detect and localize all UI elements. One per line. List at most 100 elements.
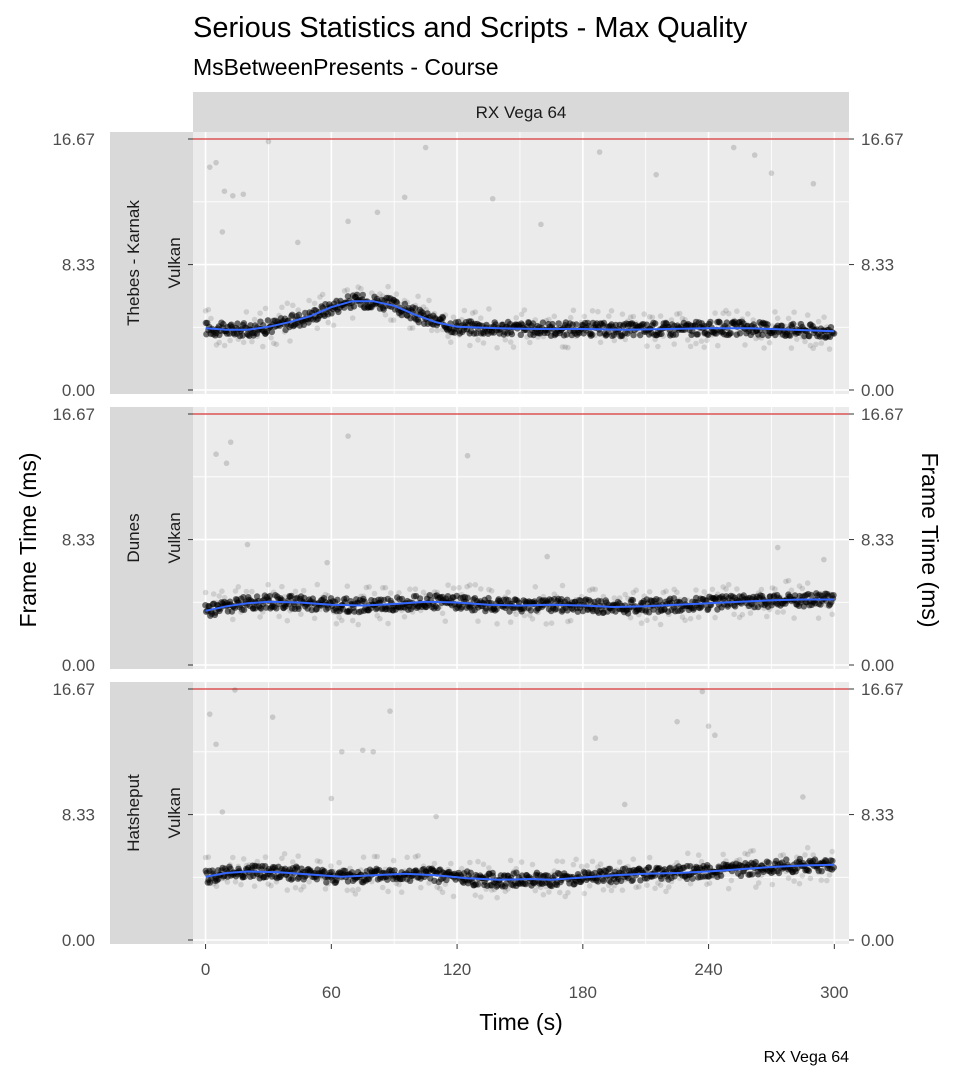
frame-point-faint (224, 879, 231, 885)
frame-point-faint (254, 333, 261, 340)
frame-point-faint (371, 590, 378, 597)
frame-point (354, 291, 361, 298)
frame-point-faint (565, 618, 571, 625)
frame-point-faint (804, 844, 811, 851)
frame-point-faint (311, 615, 318, 622)
frame-point-faint (616, 595, 623, 601)
outlier-point (751, 152, 758, 158)
frame-point-faint (633, 884, 639, 891)
frame-point-faint (505, 329, 511, 336)
frame-point-faint (548, 328, 555, 335)
frame-point-faint (265, 317, 272, 323)
frame-point-faint (235, 863, 242, 870)
frame-point-faint (483, 605, 490, 612)
frame-point (434, 604, 441, 612)
frame-point-faint (439, 610, 446, 617)
frame-point-faint (254, 858, 261, 865)
frame-point-faint (739, 611, 746, 618)
frame-point-faint (701, 589, 707, 595)
outlier-point (422, 144, 429, 151)
frame-point-faint (238, 881, 244, 888)
frame-point-faint (660, 876, 667, 883)
frame-point-faint (603, 869, 609, 876)
frame-point-faint (529, 616, 536, 622)
frame-point-faint (379, 585, 386, 591)
frame-point-faint (813, 858, 819, 864)
frame-point-faint (472, 892, 479, 898)
frame-point-faint (687, 343, 694, 350)
frame-point-faint (221, 342, 228, 349)
frame-point (513, 869, 520, 876)
outlier-point (596, 149, 603, 155)
frame-point-faint (227, 337, 233, 344)
frame-point-faint (290, 859, 296, 865)
frame-point-faint (804, 580, 811, 586)
y-tick-label-right: 8.33 (861, 256, 894, 275)
frame-point-faint (461, 307, 468, 314)
frame-point-faint (521, 307, 528, 313)
frame-point (401, 300, 409, 308)
frame-point (359, 291, 366, 299)
frame-point-faint (507, 619, 514, 625)
frame-point-faint (712, 614, 718, 621)
frame-point-faint (777, 331, 784, 338)
frame-point-faint (349, 887, 356, 893)
frame-point (266, 593, 273, 600)
frame-point-faint (693, 340, 699, 347)
frame-point-faint (537, 884, 544, 891)
frame-point-faint (521, 612, 528, 619)
frame-point-faint (772, 586, 778, 592)
frame-point-faint (745, 603, 751, 610)
frame-point-faint (535, 883, 541, 889)
frame-point-faint (349, 617, 356, 624)
frame-point-faint (695, 852, 702, 858)
frame-point (672, 331, 680, 338)
frame-point-faint (611, 882, 618, 889)
frame-point-faint (747, 610, 754, 616)
outlier-point (269, 714, 276, 720)
frame-point-faint (450, 893, 457, 900)
frame-point-faint (502, 337, 509, 343)
frame-point-faint (758, 586, 765, 593)
frame-point-faint (478, 586, 484, 592)
y-tick-label-right: 16.67 (861, 405, 904, 424)
row-strip-api: Vulkan (165, 512, 184, 563)
frame-point-faint (385, 888, 391, 895)
frame-point-faint (758, 872, 765, 878)
frame-point-faint (445, 866, 451, 873)
frame-point-faint (715, 342, 721, 349)
frame-point-faint (232, 588, 239, 594)
frame-point-faint (243, 588, 250, 595)
frame-point-faint (627, 314, 634, 321)
frame-point-faint (655, 880, 661, 886)
frame-point-faint (715, 591, 721, 597)
frame-point-faint (505, 589, 511, 595)
frame-point-faint (453, 870, 460, 876)
outlier-point (227, 439, 234, 445)
frame-point-faint (467, 859, 473, 866)
frame-point-faint (390, 317, 397, 324)
outlier-point (653, 171, 659, 178)
frame-point-faint (491, 886, 498, 893)
frame-point-faint (690, 863, 697, 870)
outlier-point (433, 813, 439, 820)
y-tick-label-right: 16.67 (861, 130, 904, 149)
frame-point-faint (251, 316, 258, 323)
outlier-point (621, 801, 628, 808)
outlier-point (387, 708, 393, 714)
frame-point-faint (374, 853, 381, 860)
frame-point-faint (524, 606, 530, 613)
frame-point (553, 605, 560, 612)
frame-point (827, 324, 835, 331)
frame-point (765, 859, 772, 866)
frame-point-faint (717, 602, 724, 609)
y-tick-label-left: 0.00 (62, 381, 95, 400)
frame-point-faint (614, 867, 620, 873)
frame-point-faint (652, 615, 658, 622)
frame-point-faint (461, 880, 468, 887)
frame-point-faint (401, 868, 408, 874)
frame-point (717, 872, 725, 879)
frame-point-faint (311, 300, 318, 307)
frame-point-faint (249, 872, 255, 879)
